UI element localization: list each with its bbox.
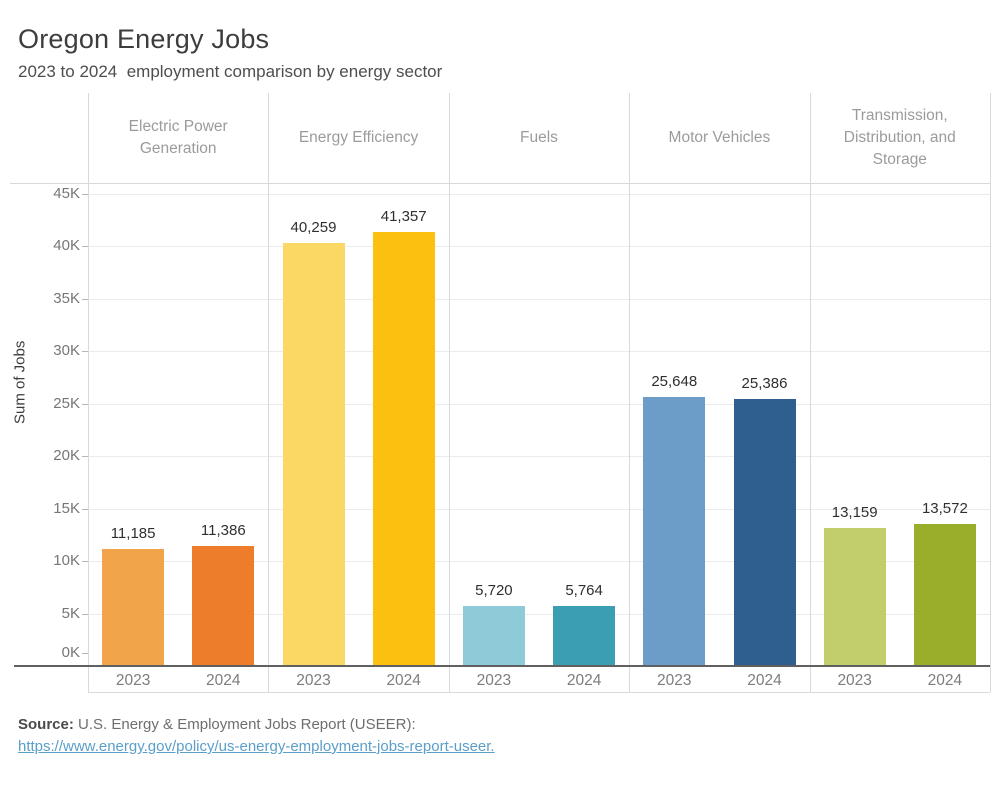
x-axis-label: 2023 bbox=[657, 672, 692, 689]
bar-value-label: 5,720 bbox=[475, 581, 513, 599]
y-axis-tick bbox=[82, 298, 88, 300]
y-axis-tick-label: 25K bbox=[53, 394, 80, 412]
y-axis-tick-label: 40K bbox=[53, 237, 80, 254]
y-axis-tick bbox=[82, 403, 88, 405]
y-axis-tick-label: 10K bbox=[53, 552, 80, 569]
x-axis-label: 2024 bbox=[386, 672, 421, 689]
gridline bbox=[88, 193, 990, 195]
x-axis-label: 2024 bbox=[566, 672, 602, 689]
bar-2023-electric-power-generation[interactable] bbox=[102, 548, 165, 666]
gridline bbox=[88, 613, 990, 615]
bar-value-label: 5,764 bbox=[565, 581, 603, 599]
x-axis-label: 2024 bbox=[747, 672, 782, 689]
gridline bbox=[88, 508, 990, 510]
y-axis-tick-label: 15K bbox=[53, 499, 80, 517]
x-axis-baseline bbox=[14, 665, 990, 667]
y-axis-tick bbox=[82, 613, 88, 615]
bar-2024-fuels[interactable] bbox=[553, 605, 616, 666]
bar-2024-motor-vehicles[interactable] bbox=[733, 399, 796, 666]
bar-value-label: 25,386 bbox=[741, 375, 788, 393]
bar-value-label: 40,259 bbox=[290, 219, 337, 237]
bar-2023-motor-vehicles[interactable] bbox=[643, 396, 706, 666]
y-axis-tick bbox=[82, 246, 88, 247]
source-link[interactable]: https://www.energy.gov/policy/us-energy-… bbox=[18, 738, 495, 755]
x-axis-label: 2023 bbox=[115, 672, 151, 689]
gridline bbox=[88, 246, 990, 247]
bar-value-label: 13,159 bbox=[831, 503, 878, 521]
x-axis-label: 2023 bbox=[296, 672, 331, 689]
pane-divider bbox=[448, 93, 450, 692]
y-axis-tick-label: 45K bbox=[53, 184, 80, 202]
bar-2023-energy-efficiency[interactable] bbox=[282, 243, 345, 666]
y-axis-tick-label: 20K bbox=[53, 447, 80, 464]
y-axis-tick bbox=[82, 456, 88, 457]
pane-divider bbox=[990, 93, 991, 692]
sector-header: Electric Power Generation bbox=[128, 118, 228, 157]
bar-value-label: 13,572 bbox=[921, 499, 968, 517]
label-band-bottom-border bbox=[88, 692, 990, 693]
x-axis-label: 2023 bbox=[837, 672, 872, 689]
pane-divider bbox=[629, 93, 631, 692]
pane-divider bbox=[88, 93, 89, 692]
y-axis-tick bbox=[82, 193, 88, 195]
y-axis-tick-label: 0K bbox=[61, 644, 80, 661]
bar-value-label: 11,386 bbox=[200, 522, 246, 540]
y-axis-tick bbox=[82, 351, 88, 352]
y-axis-tick bbox=[82, 653, 88, 654]
source-label: Source: bbox=[18, 716, 74, 733]
bar-value-label: 41,357 bbox=[380, 207, 427, 225]
bar-value-label: 11,185 bbox=[110, 524, 156, 542]
pane-divider bbox=[809, 93, 811, 692]
y-axis-tick-label: 30K bbox=[53, 342, 80, 359]
gridline bbox=[88, 561, 990, 562]
bar-2024-electric-power-generation[interactable] bbox=[192, 546, 255, 666]
bar-2024-transmission-distribution-and-storage[interactable] bbox=[913, 523, 976, 666]
source-caption: Source: U.S. Energy & Employment Jobs Re… bbox=[18, 716, 416, 733]
y-axis-tick-label: 35K bbox=[53, 289, 80, 307]
header-bottom-border bbox=[10, 183, 990, 184]
sector-header: Transmission, Distribution, and Storage bbox=[843, 107, 956, 168]
bar-value-label: 25,648 bbox=[651, 372, 698, 390]
y-axis-tick-label: 5K bbox=[61, 604, 80, 622]
pane-divider bbox=[268, 93, 270, 692]
gridline bbox=[88, 351, 990, 352]
page-subtitle: 2023 to 2024 employment comparison by en… bbox=[18, 62, 443, 81]
source-text: U.S. Energy & Employment Jobs Report (US… bbox=[73, 716, 416, 733]
x-axis-label: 2023 bbox=[476, 672, 512, 689]
gridline bbox=[88, 298, 990, 300]
bar-2023-transmission-distribution-and-storage[interactable] bbox=[823, 527, 886, 666]
page-title: Oregon Energy Jobs bbox=[18, 24, 270, 54]
x-axis-label: 2024 bbox=[206, 672, 241, 689]
y-axis-tick bbox=[82, 561, 88, 562]
sector-header: Motor Vehicles bbox=[668, 129, 771, 146]
sector-header: Fuels bbox=[520, 129, 558, 146]
bar-2024-energy-efficiency[interactable] bbox=[372, 231, 435, 666]
y-axis-title: Sum of Jobs bbox=[11, 340, 29, 424]
source-link-line: https://www.energy.gov/policy/us-energy-… bbox=[18, 738, 495, 755]
y-axis-tick bbox=[82, 508, 88, 510]
gridline bbox=[88, 403, 990, 405]
bar-2023-fuels[interactable] bbox=[462, 605, 525, 666]
gridline bbox=[88, 456, 990, 457]
sector-header: Energy Efficiency bbox=[298, 129, 419, 146]
x-axis-label: 2024 bbox=[927, 672, 963, 689]
